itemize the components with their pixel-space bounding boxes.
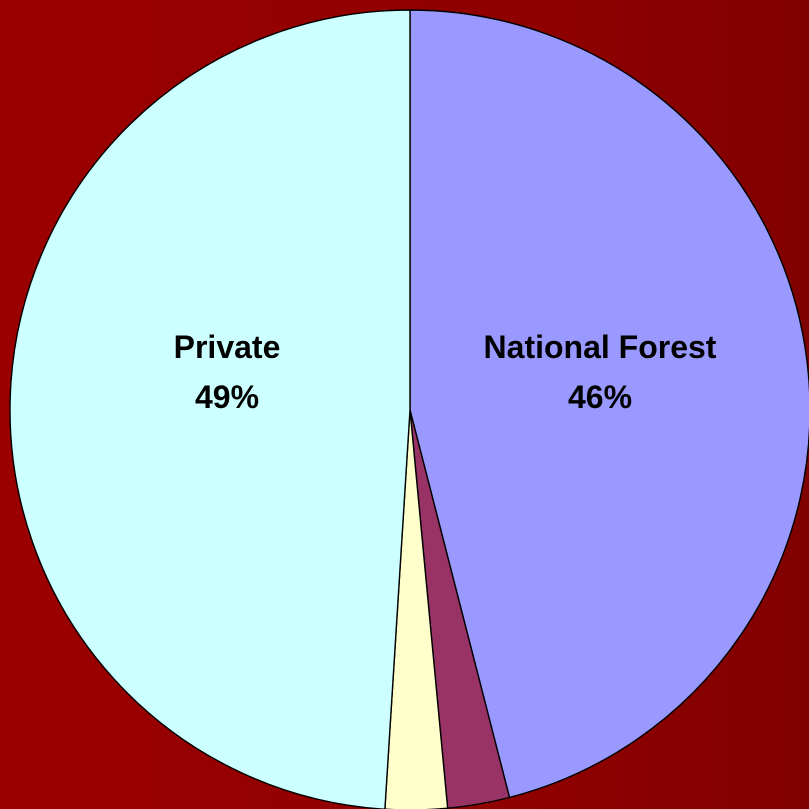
pie-slice-private (9, 9, 411, 809)
slice-value-private: 49% (195, 379, 259, 415)
pie-slice-2 (384, 409, 449, 809)
slice-value-national-forest: 46% (568, 379, 632, 415)
slice-label-national-forest: National Forest (484, 329, 717, 365)
pie-slice-national-forest (409, 9, 809, 799)
labels-layer: National Forest 46% Private 49% (174, 329, 717, 415)
slices-layer (9, 9, 809, 809)
slice-label-private: Private (174, 329, 281, 365)
